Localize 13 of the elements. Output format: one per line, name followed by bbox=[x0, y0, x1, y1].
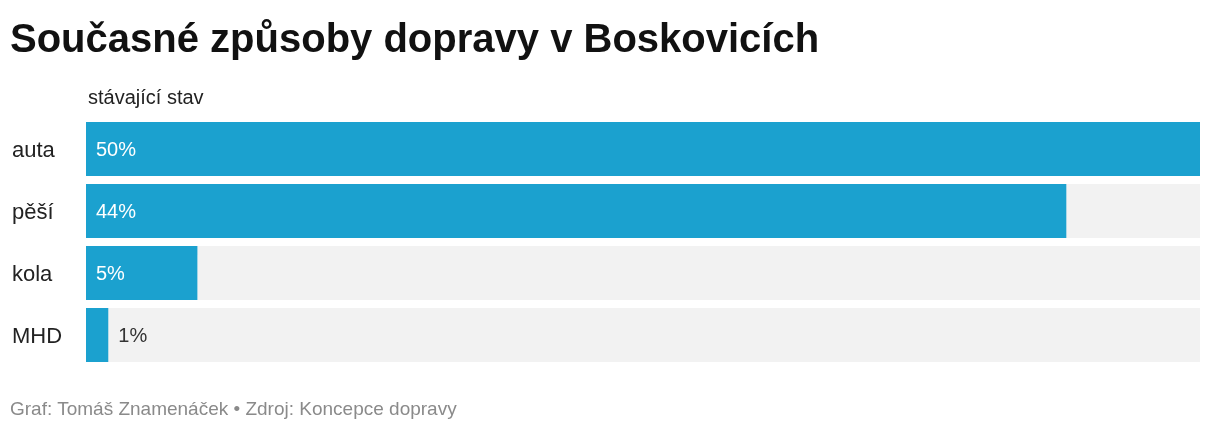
y-tick-label: pěší bbox=[12, 199, 54, 224]
data-label: 44% bbox=[96, 200, 137, 222]
y-tick-label: MHD bbox=[12, 323, 63, 348]
data-label: 5% bbox=[96, 262, 126, 284]
chart-title: Současné způsoby dopravy v Boskovicích bbox=[10, 16, 820, 61]
data-label: 50% bbox=[96, 138, 137, 160]
series-label: stávající stav bbox=[88, 86, 204, 109]
bar bbox=[86, 246, 198, 300]
y-tick-label: auta bbox=[12, 137, 56, 162]
data-label: 1% bbox=[118, 324, 148, 346]
bar bbox=[86, 308, 109, 362]
y-tick-label: kola bbox=[12, 261, 54, 286]
text: Graf: Tomáš Znamenáček • Zdroj: Koncepce dopravy bbox=[10, 398, 457, 420]
